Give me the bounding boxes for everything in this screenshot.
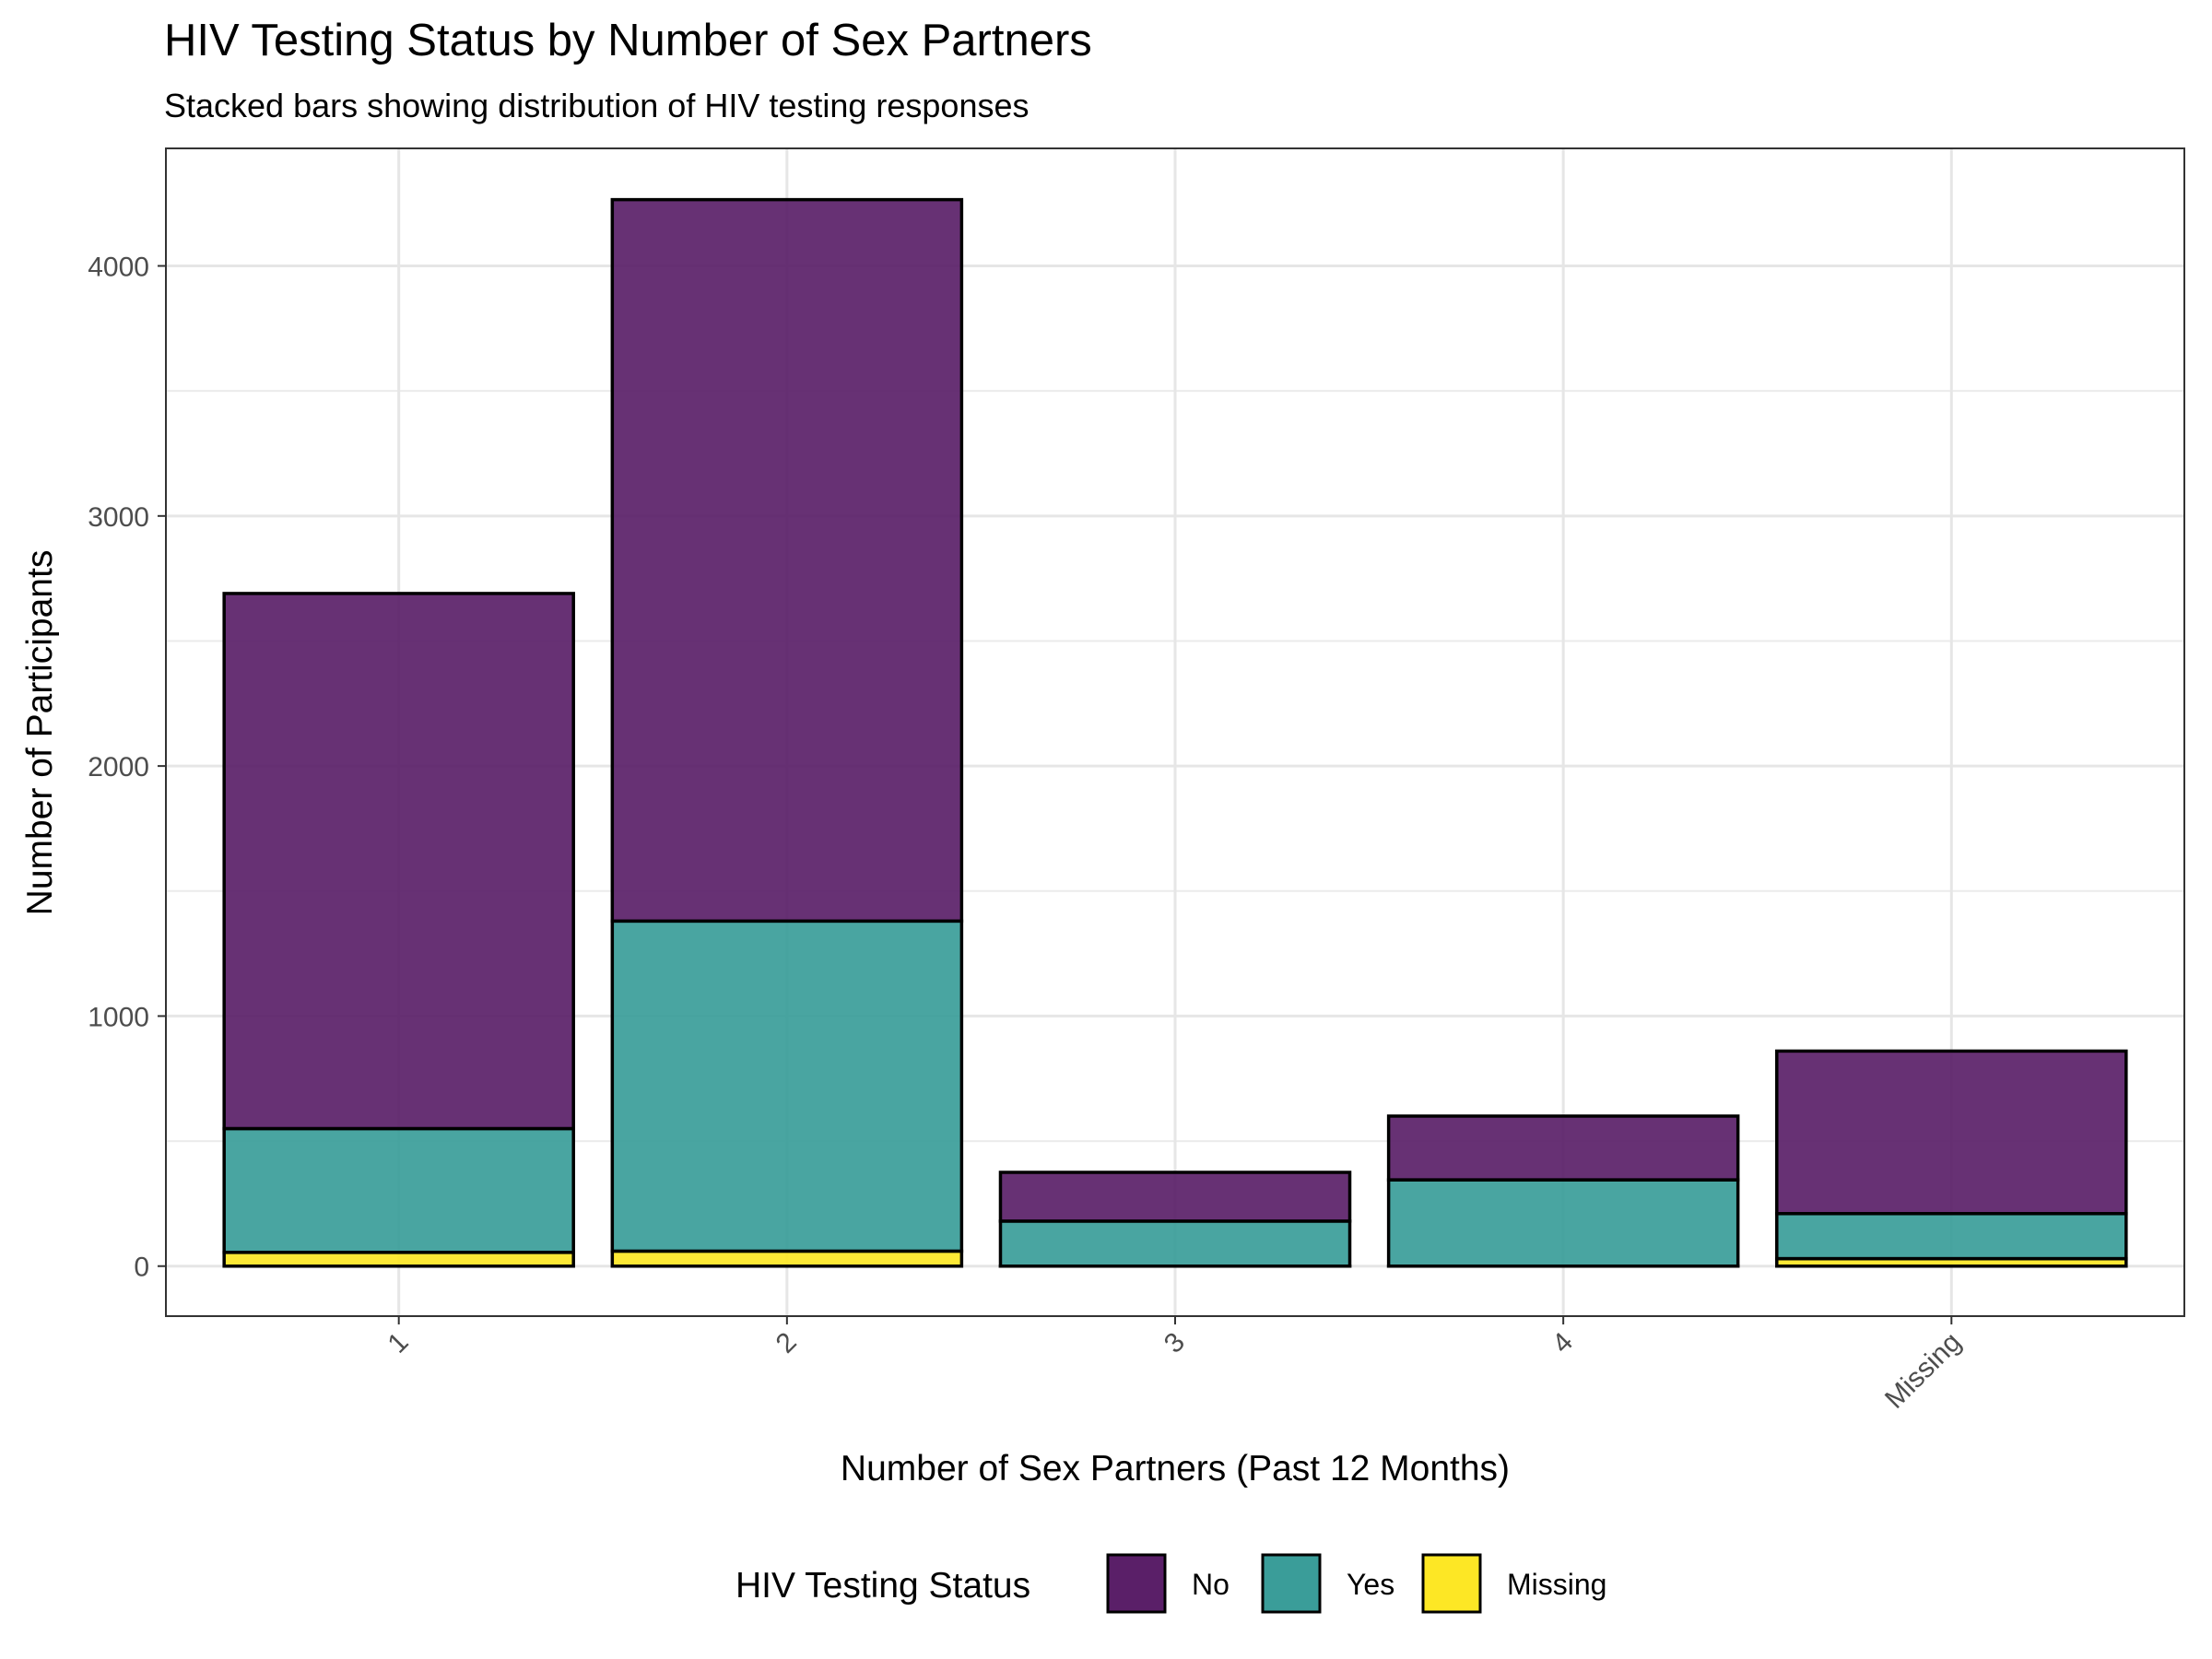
bars: [222, 197, 2128, 1268]
bar-yes-missing: [1775, 1212, 2128, 1261]
x-tick-label: 2: [771, 1327, 803, 1359]
x-tick-label: 3: [1159, 1327, 1191, 1359]
bar-no-2: [610, 197, 964, 924]
y-tick-label: 2000: [88, 752, 149, 782]
chart-subtitle: Stacked bars showing distribution of HIV…: [164, 87, 1030, 124]
x-axis-title: Number of Sex Partners (Past 12 Months): [841, 1449, 1510, 1488]
legend-swatch-no: [1106, 1553, 1167, 1614]
bar-yes-1: [222, 1126, 575, 1254]
chart-title: HIV Testing Status by Number of Sex Part…: [164, 16, 1092, 65]
bar-yes-4: [1386, 1178, 1740, 1268]
legend-label-no: No: [1192, 1568, 1230, 1601]
legend-swatch-yes: [1261, 1553, 1322, 1614]
x-axis-ticks: 1 2 3 4 Missing: [382, 1316, 1967, 1415]
bar-yes-2: [610, 919, 964, 1253]
legend: HIV Testing Status No Yes Missing: [735, 1553, 1606, 1614]
y-tick-label: 3000: [88, 502, 149, 533]
bar-no-3: [998, 1171, 1352, 1223]
x-tick-label: 1: [382, 1327, 415, 1359]
bar-yes-3: [998, 1219, 1352, 1268]
y-tick-label: 4000: [88, 253, 149, 283]
legend-title: HIV Testing Status: [735, 1566, 1030, 1606]
legend-label-yes: Yes: [1347, 1568, 1394, 1601]
y-axis-title: Number of Participants: [20, 550, 60, 916]
y-tick-label: 0: [134, 1253, 149, 1283]
legend-label-missing: Missing: [1507, 1568, 1606, 1601]
y-axis-ticks: 0 1000 2000 3000 4000: [88, 253, 166, 1283]
legend-swatch-missing: [1421, 1553, 1482, 1614]
bar-no-missing: [1775, 1049, 2128, 1216]
bar-no-1: [222, 592, 575, 1131]
bar-no-4: [1386, 1114, 1740, 1182]
bar-missing-2: [610, 1249, 964, 1268]
x-tick-label: 4: [1547, 1327, 1579, 1359]
y-tick-label: 1000: [88, 1002, 149, 1032]
bar-missing-1: [222, 1251, 575, 1268]
x-tick-label: Missing: [1879, 1327, 1967, 1415]
